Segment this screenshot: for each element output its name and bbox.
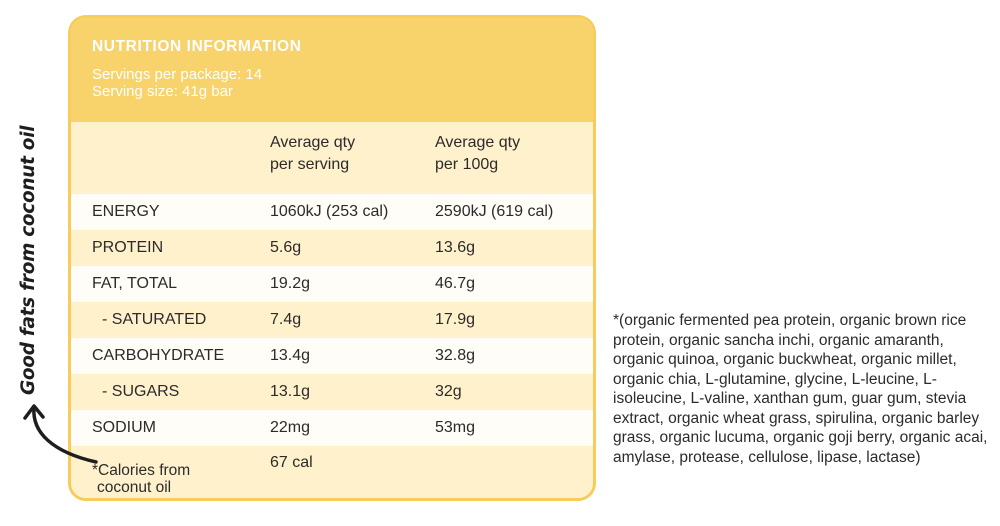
row-label: CARBOHYDRATE: [92, 347, 225, 364]
row-per-100g: 32g: [435, 383, 462, 400]
ingredients-note: *(organic fermented pea protein, organic…: [613, 312, 988, 466]
row-per-100g: 13.6g: [435, 239, 476, 256]
panel-title: NUTRITION INFORMATION: [92, 38, 302, 55]
table-row: SODIUM 22mg 53mg: [71, 410, 593, 446]
header-per-100g-line2: per 100g: [435, 156, 499, 173]
nutrition-panel: NUTRITION INFORMATION Servings per packa…: [68, 15, 596, 501]
row-label: ENERGY: [92, 203, 160, 220]
header-per-100g: Average qty per 100g: [435, 122, 520, 204]
row-label: SODIUM: [92, 419, 156, 436]
table-row: PROTEIN 5.6g 13.6g: [71, 230, 593, 266]
row-per-100g: 46.7g: [435, 275, 476, 292]
row-label: PROTEIN: [92, 239, 164, 256]
table-row: CARBOHYDRATE 13.4g 32.8g: [71, 338, 593, 374]
side-note: Good fats from coconut oil: [18, 125, 39, 395]
panel-header: NUTRITION INFORMATION Servings per packa…: [71, 18, 593, 122]
serving-size: Serving size: 41g bar: [92, 83, 233, 100]
table-row: ENERGY 1060kJ (253 cal) 2590kJ (619 cal): [71, 194, 593, 230]
footnote-row: *Calories from coconut oil 67 cal: [71, 446, 593, 498]
header-per-serving-line2: per serving: [270, 156, 350, 173]
row-per-100g: 17.9g: [435, 311, 476, 328]
header-per-serving-line1: Average qty: [270, 134, 356, 151]
row-per-serving: 22mg: [270, 419, 311, 436]
header-per-100g-line1: Average qty: [435, 134, 521, 151]
footnote-value: 67 cal: [270, 454, 313, 471]
row-per-100g: 2590kJ (619 cal): [435, 203, 554, 220]
table-row: FAT, TOTAL 19.2g 46.7g: [71, 266, 593, 302]
footnote-line2: coconut oil: [97, 479, 172, 496]
row-per-serving: 13.1g: [270, 383, 311, 400]
header-per-serving: Average qty per serving: [270, 122, 355, 204]
row-per-100g: 53mg: [435, 419, 476, 436]
row-label: FAT, TOTAL: [92, 275, 178, 292]
footnote-line1: *Calories from: [92, 462, 191, 479]
row-per-serving: 13.4g: [270, 347, 311, 364]
row-label: - SATURATED: [102, 311, 207, 328]
row-per-serving: 7.4g: [270, 311, 302, 328]
row-per-serving: 5.6g: [270, 239, 302, 256]
row-label: - SUGARS: [102, 383, 180, 400]
table-header-row: Average qty per serving Average qty per …: [71, 122, 593, 194]
footnote-label: *Calories from coconut oil: [92, 446, 191, 498]
row-per-100g: 32.8g: [435, 347, 476, 364]
curved-arrow-icon: [23, 404, 98, 464]
row-per-serving: 1060kJ (253 cal): [270, 203, 389, 220]
row-per-serving: 19.2g: [270, 275, 311, 292]
table-row: - SUGARS 13.1g 32g: [71, 374, 593, 410]
table-row: - SATURATED 7.4g 17.9g: [71, 302, 593, 338]
servings-per-package: Servings per package: 14: [92, 66, 263, 83]
